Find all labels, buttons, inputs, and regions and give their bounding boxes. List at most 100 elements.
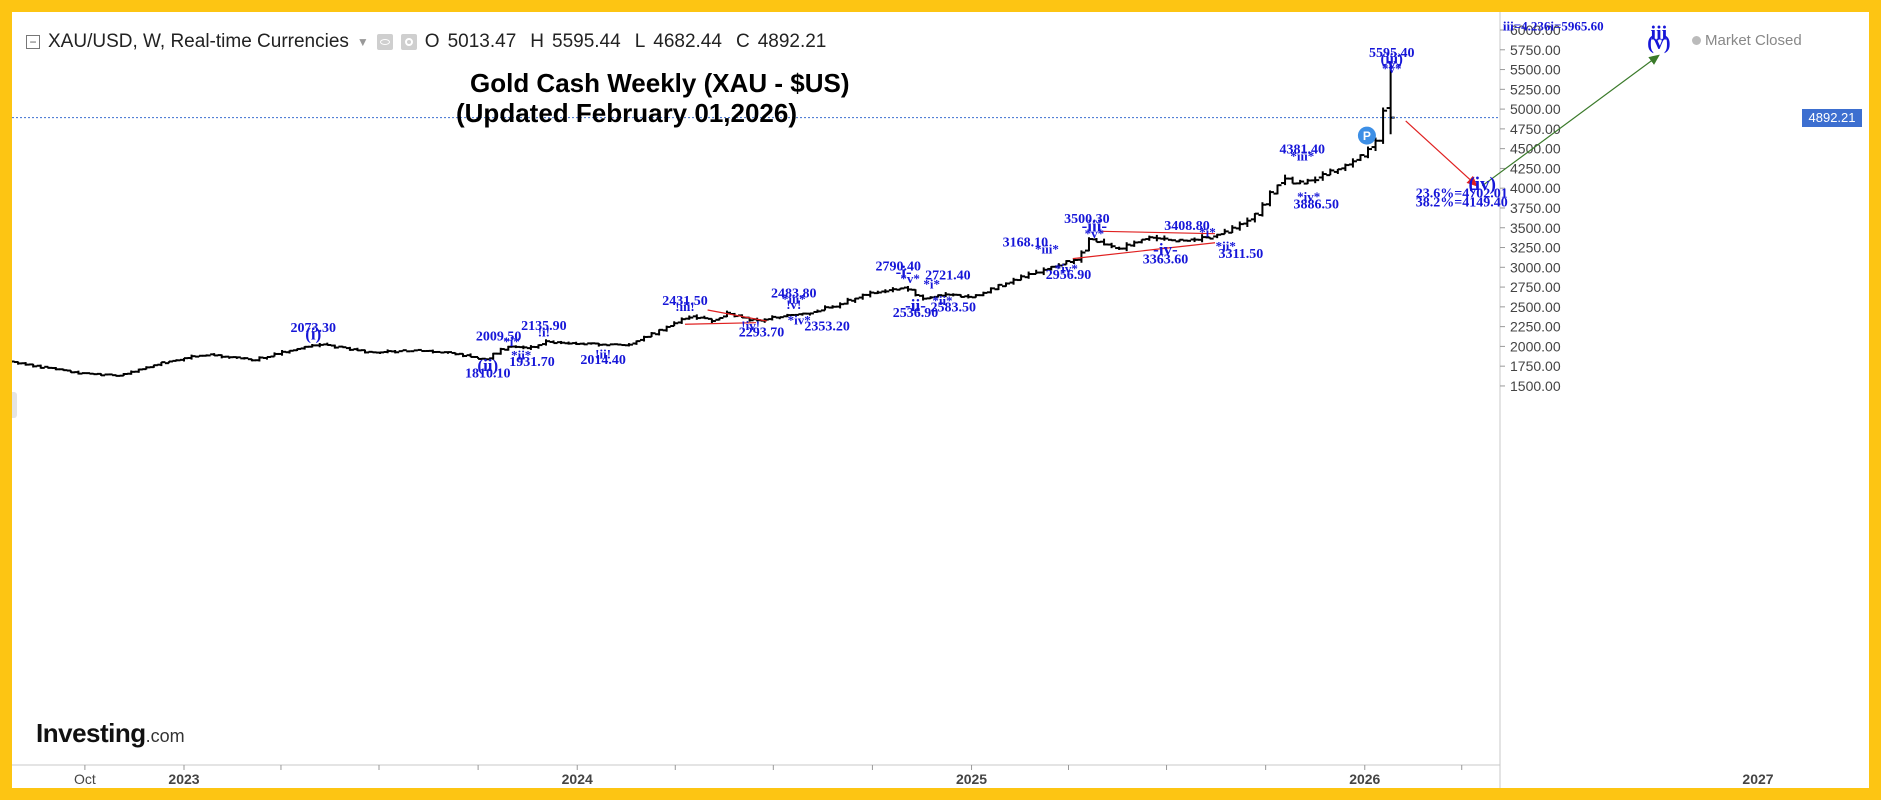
high-value: 5595.44	[552, 31, 621, 52]
p-marker-label: P	[1363, 129, 1371, 143]
wave-label: iii	[1651, 22, 1668, 44]
wave-label: 2135.90	[521, 319, 567, 334]
wave-label: 3168.10	[1003, 235, 1049, 250]
y-tick-label: 2000.00	[1510, 338, 1561, 354]
wave-label: 4381.40	[1280, 142, 1326, 157]
wave-label: -v-	[1382, 54, 1402, 73]
wave-label: 2431.50	[662, 294, 708, 309]
wave-label: 2721.40	[925, 269, 971, 284]
wave-label: 23.6%=4702.01	[1416, 187, 1508, 202]
wave-label: 38.2%=4149.40	[1416, 195, 1508, 210]
wave-label: iii=4.236i=5965.60	[1503, 18, 1604, 33]
chart-area[interactable]: 6000.00 5750.00 5500.00 5250.00 5000.00 4750.…	[12, 12, 1869, 788]
wave-label: *iv*	[788, 312, 811, 327]
wave-label: !iv!	[741, 318, 760, 333]
wave-label: *ii*	[932, 293, 952, 308]
eye-icon[interactable]	[376, 34, 393, 50]
wave-label: -i-	[896, 263, 912, 282]
wave-label: 5595.40	[1369, 46, 1415, 61]
open-value: 5013.47	[447, 31, 517, 52]
y-tick-label: 1750.00	[1510, 358, 1561, 374]
wave-label: 3886.50	[1294, 197, 1340, 212]
y-tick-label: 5000.00	[1510, 101, 1561, 117]
p-marker-icon	[1357, 126, 1376, 145]
x-tick-label: 2024	[562, 771, 593, 787]
y-tick-label: 2750.00	[1510, 279, 1561, 295]
wave-label: *iii*	[782, 292, 806, 307]
projection-up-arrow	[1481, 54, 1660, 187]
wave-label: 2483.80	[771, 286, 817, 301]
wave-label: 2009.50	[476, 329, 522, 344]
x-tick-label: 2026	[1349, 771, 1380, 787]
wave-label: *ii*	[1216, 238, 1236, 253]
y-tick-label: 3000.00	[1510, 259, 1561, 275]
wave-label: (iv)	[1468, 174, 1495, 195]
y-tick-label: 6000.00	[1510, 22, 1561, 38]
wave-label: *i*	[923, 277, 940, 292]
wave-label: *i*	[503, 334, 520, 349]
x-tick-label: 2025	[956, 771, 987, 787]
wave-label: *iv*	[1055, 261, 1078, 276]
y-tick-label: 4750.00	[1510, 121, 1561, 137]
wave-label: -ii-	[905, 296, 926, 315]
wave-label: !ii!	[595, 346, 611, 361]
market-status-text: Market Closed	[1705, 32, 1802, 49]
wave-label: 2536.90	[893, 306, 939, 321]
wave-label: 2014.40	[580, 353, 626, 368]
wave-label: 2790.40	[876, 259, 922, 274]
y-tick-label: 1500.00	[1510, 378, 1561, 394]
collapse-icon[interactable]: −	[26, 35, 40, 49]
y-tick-label: 3500.00	[1510, 220, 1561, 236]
y-tick-label: 5750.00	[1510, 42, 1561, 58]
wave-label: (v)	[1647, 32, 1670, 54]
wave-label: 1810.10	[465, 367, 511, 382]
wave-label: 2293.70	[739, 326, 785, 341]
wave-label: *v*	[900, 271, 920, 286]
gear-icon[interactable]	[400, 34, 417, 50]
wave-label: *v*	[1085, 226, 1105, 241]
y-tick-label: 4000.00	[1510, 180, 1561, 196]
wave-label: 2353.20	[804, 320, 850, 335]
y-tick-label: 5500.00	[1510, 62, 1561, 78]
wave-label: (i)	[305, 324, 321, 343]
projection-down-arrow	[1405, 120, 1478, 187]
triangle-line	[1072, 242, 1216, 260]
wave-label: -iv-	[1153, 240, 1178, 259]
wave-label: 3311.50	[1219, 247, 1264, 262]
left-edge-handle[interactable]	[12, 392, 17, 418]
y-tick-label: 5250.00	[1510, 81, 1561, 97]
wave-label: 3500.30	[1064, 212, 1110, 227]
y-tick-label: 4250.00	[1510, 160, 1561, 176]
wave-label: (ii)	[477, 356, 498, 375]
symbol-title[interactable]: XAU/USD, W, Real-time Currencies	[48, 31, 349, 52]
chart-subtitle: (Updated February 01,2026)	[456, 98, 798, 128]
y-tick-label: 3250.00	[1510, 240, 1561, 256]
x-tick-label: 2027	[1742, 771, 1773, 787]
price-chart[interactable]: 6000.00 5750.00 5500.00 5250.00 5000.00 4750.…	[12, 12, 1869, 788]
triangle-line	[1100, 230, 1216, 235]
current-price-tag: 4892.21	[1802, 108, 1862, 127]
wave-label: !v!	[786, 297, 801, 312]
wave-label: *iii*	[1290, 149, 1314, 164]
wave-label: !i!	[538, 325, 550, 340]
wave-label: !iii!	[675, 299, 695, 314]
x-tick-label: Oct	[74, 771, 96, 787]
y-tick-label: 2500.00	[1510, 299, 1561, 315]
wave-label: (iii)	[1380, 52, 1403, 68]
chart-title: Gold Cash Weekly (XAU - $US)	[470, 68, 850, 98]
logo-suffix: .com	[145, 726, 185, 746]
close-key: C	[735, 31, 750, 52]
wave-label: 3363.60	[1143, 252, 1189, 267]
chevron-down-icon[interactable]: ▼	[356, 35, 369, 49]
x-tick-label: 2023	[168, 771, 199, 787]
wave-label: *iii*	[1035, 241, 1059, 256]
high-key: H	[530, 31, 544, 52]
wave-label: 2073.30	[291, 321, 337, 336]
close-value: 4892.21	[757, 31, 827, 52]
investing-logo: Investing.com	[36, 718, 185, 749]
triangle-line	[684, 322, 757, 325]
status-dot-icon	[1692, 36, 1701, 45]
low-value: 4682.44	[653, 31, 722, 52]
y-tick-label: 4500.00	[1510, 141, 1561, 157]
